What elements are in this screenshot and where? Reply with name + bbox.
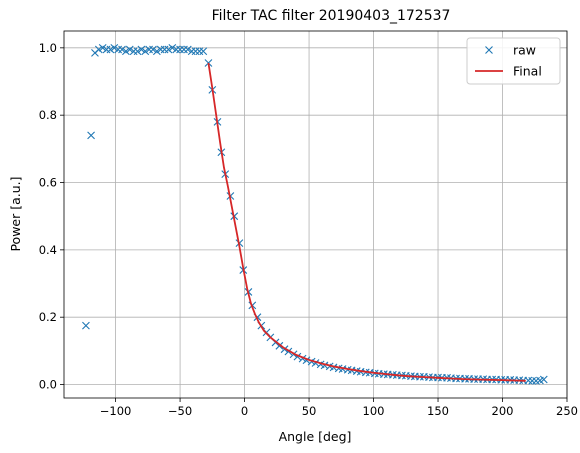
final-line bbox=[207, 62, 526, 382]
raw-point bbox=[98, 43, 107, 52]
raw-point bbox=[164, 45, 173, 54]
raw-point bbox=[176, 45, 184, 54]
y-tick-label: 0.4 bbox=[39, 243, 57, 257]
y-axis-ticks: 0.0 0.2 0.4 0.6 0.8 1.0 bbox=[39, 41, 64, 392]
chart-title: Filter TAC filter 20190403_172537 bbox=[212, 8, 451, 24]
y-tick-label: 0.2 bbox=[39, 310, 57, 324]
x-tick-label: −100 bbox=[100, 404, 132, 418]
y-tick-label: 1.0 bbox=[39, 41, 57, 55]
plot-frame bbox=[63, 30, 568, 399]
raw-point bbox=[87, 131, 95, 140]
x-axis-label: Angle [deg] bbox=[279, 429, 352, 444]
raw-point bbox=[160, 45, 169, 54]
raw-point bbox=[180, 45, 188, 54]
raw-point bbox=[191, 47, 200, 56]
y-axis-label: Power [a.u.] bbox=[8, 176, 23, 251]
raw-point bbox=[168, 43, 177, 52]
x-tick-label: 250 bbox=[556, 404, 578, 418]
x-tick-label: 150 bbox=[427, 404, 449, 418]
y-tick-label: 0.8 bbox=[39, 108, 57, 122]
raw-point bbox=[122, 47, 130, 56]
raw-point bbox=[141, 47, 150, 56]
x-tick-label: 100 bbox=[363, 404, 385, 418]
raw-point bbox=[118, 45, 126, 54]
legend: raw Final bbox=[466, 37, 561, 85]
raw-point bbox=[152, 47, 161, 56]
x-tick-label: 200 bbox=[492, 404, 514, 418]
raw-point bbox=[145, 45, 154, 54]
raw-point bbox=[137, 45, 146, 54]
x-tick-label: 50 bbox=[302, 404, 317, 418]
raw-point bbox=[149, 45, 157, 54]
raw-point bbox=[539, 375, 548, 384]
raw-point bbox=[195, 47, 204, 56]
raw-point bbox=[110, 43, 119, 52]
legend-label: raw bbox=[513, 43, 536, 58]
raw-point bbox=[156, 45, 165, 54]
raw-point bbox=[204, 59, 213, 67]
raw-point bbox=[133, 47, 142, 56]
raw-point bbox=[199, 47, 208, 56]
x-tick-label: 0 bbox=[241, 404, 248, 418]
raw-point bbox=[183, 45, 192, 54]
raw-point bbox=[129, 47, 138, 56]
raw-point bbox=[106, 45, 115, 54]
raw-point bbox=[94, 45, 103, 54]
raw-point bbox=[528, 376, 537, 385]
raw-point bbox=[102, 45, 111, 54]
x-axis-ticks: −100 −50 0 50 100 150 200 250 bbox=[100, 398, 578, 418]
legend-raw-marker bbox=[485, 46, 493, 54]
raw-point bbox=[114, 45, 123, 54]
raw-point bbox=[172, 45, 181, 54]
raw-point bbox=[125, 45, 134, 54]
legend-label: Final bbox=[513, 64, 542, 79]
x-tick-label: −50 bbox=[168, 404, 192, 418]
y-tick-label: 0.6 bbox=[39, 176, 57, 190]
series-layer bbox=[82, 43, 548, 385]
raw-point bbox=[187, 47, 196, 56]
y-tick-label: 0.0 bbox=[39, 378, 57, 392]
raw-point bbox=[82, 321, 90, 330]
